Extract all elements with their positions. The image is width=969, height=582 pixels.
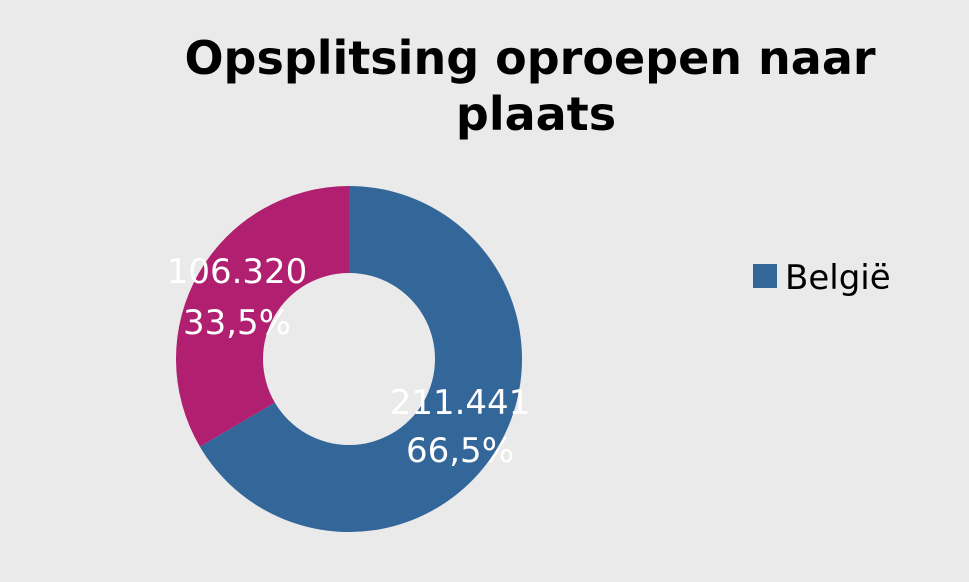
legend-label-belgie: België [785, 258, 891, 298]
data-label-percent-0: 66,5% [406, 431, 514, 471]
data-label-value-0: 211.441 [390, 383, 531, 423]
legend: België [753, 258, 891, 298]
data-label-value-1: 106.320 [167, 252, 308, 292]
data-labels: 211.441 66,5% 106.320 33,5% [167, 252, 531, 471]
chart-title-line-2: plaats [456, 87, 616, 141]
donut-slices [175, 186, 523, 533]
data-label-percent-1: 33,5% [183, 303, 291, 343]
donut-slice-1 [175, 186, 349, 447]
legend-swatch-belgie [753, 264, 777, 288]
donut-slice-0 [199, 186, 523, 533]
chart-title-line-1: Opsplitsing oproepen naar [184, 31, 875, 85]
